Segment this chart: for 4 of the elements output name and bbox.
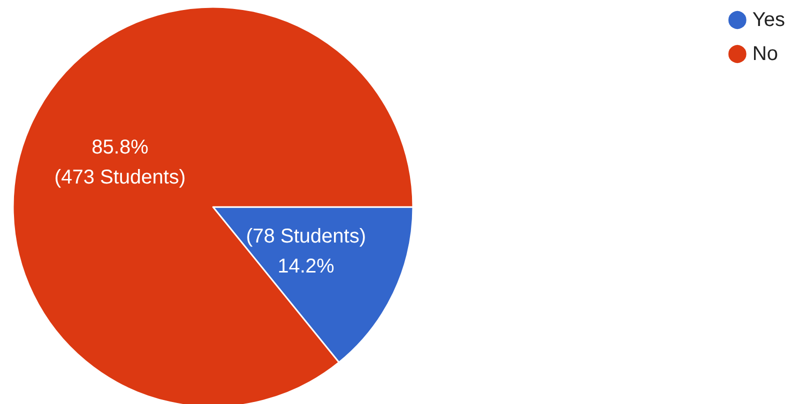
data-label: (78 Students) 14.2% — [246, 225, 366, 278]
legend-label: No — [752, 43, 778, 65]
legend-label: Yes — [752, 9, 786, 31]
data-label: 85.8% (473 Students) — [54, 136, 186, 189]
